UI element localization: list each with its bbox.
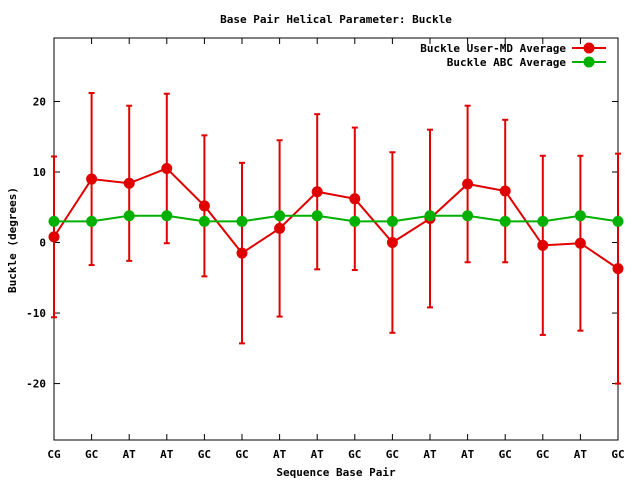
y-tick-label: -20 xyxy=(26,378,46,391)
data-point-abc xyxy=(161,210,173,222)
plot-border xyxy=(53,37,619,441)
data-point-user-md xyxy=(612,263,624,275)
data-point-user-md xyxy=(86,173,98,185)
data-point-abc xyxy=(86,215,98,227)
x-tick-label: GC xyxy=(235,448,248,461)
x-axis-label: Sequence Base Pair xyxy=(276,466,396,479)
plot-area: -20 -10 0 10 20 CG GC AT AT GC GC AT AT GC GC AT AT GC GC A… xyxy=(26,37,625,461)
y-tick-label: -10 xyxy=(26,307,46,320)
data-point-user-md xyxy=(48,231,60,243)
data-point-abc xyxy=(311,210,323,222)
x-tick-label: AT xyxy=(311,448,325,461)
x-tick-label: GC xyxy=(386,448,399,461)
data-point-user-md xyxy=(537,239,549,251)
data-point-user-md xyxy=(349,193,361,205)
data-point-abc xyxy=(349,215,361,227)
data-point-user-md xyxy=(386,237,398,249)
legend-label-abc: Buckle ABC Average xyxy=(447,56,567,69)
y-tick-label: 0 xyxy=(39,237,46,250)
x-tick-label: GC xyxy=(85,448,98,461)
x-tick-label: GC xyxy=(198,448,211,461)
legend-marker xyxy=(583,42,595,54)
x-tick-label: AT xyxy=(273,448,287,461)
x-tick-label: AT xyxy=(123,448,137,461)
x-tick-label: AT xyxy=(461,448,475,461)
data-point-abc xyxy=(48,215,60,227)
data-point-user-md xyxy=(499,185,511,197)
y-tick-label: 10 xyxy=(33,166,46,179)
data-point-user-md xyxy=(311,186,323,198)
data-point-abc xyxy=(612,215,624,227)
y-axis-label: Buckle (degrees) xyxy=(6,187,19,293)
data-point-abc xyxy=(386,215,398,227)
series-line-abc xyxy=(54,214,619,223)
data-point-user-md xyxy=(161,162,173,174)
x-tick-label: GC xyxy=(611,448,624,461)
x-tick-label: GC xyxy=(536,448,549,461)
data-point-user-md xyxy=(574,237,586,249)
data-point-abc xyxy=(198,215,210,227)
x-tick-label: AT xyxy=(574,448,588,461)
data-point-abc xyxy=(537,215,549,227)
data-point-abc xyxy=(123,210,135,222)
x-tick-label: CG xyxy=(47,448,61,461)
x-tick-label: AT xyxy=(423,448,437,461)
x-tick-label: AT xyxy=(160,448,174,461)
data-marks xyxy=(48,92,624,385)
legend-marker xyxy=(583,56,595,68)
chart-title: Base Pair Helical Parameter: Buckle xyxy=(220,13,452,26)
data-point-user-md xyxy=(462,178,474,190)
data-point-abc xyxy=(424,210,436,222)
y-tick-label: 20 xyxy=(33,95,46,108)
data-point-abc xyxy=(274,210,286,222)
data-point-abc xyxy=(236,215,248,227)
legend-label-user-md: Buckle User-MD Average xyxy=(420,42,566,55)
data-point-user-md xyxy=(274,222,286,234)
data-point-user-md xyxy=(236,247,248,259)
series-line-user-md xyxy=(53,167,619,270)
data-point-user-md xyxy=(123,177,135,189)
x-tick-label: GC xyxy=(499,448,512,461)
data-point-abc xyxy=(499,215,511,227)
data-point-abc xyxy=(574,210,586,222)
data-point-user-md xyxy=(198,200,210,212)
data-point-abc xyxy=(462,210,474,222)
x-tick-label: GC xyxy=(348,448,361,461)
